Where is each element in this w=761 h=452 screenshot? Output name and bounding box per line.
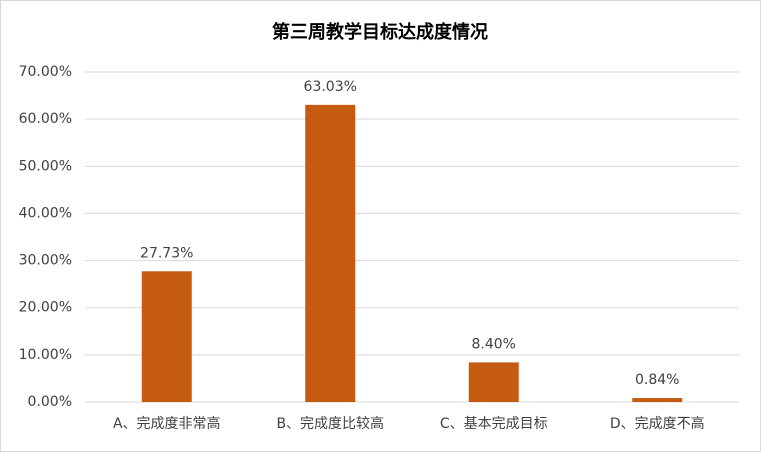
y-tick-label: 50.00%: [19, 158, 72, 174]
data-label: 63.03%: [304, 79, 357, 95]
x-tick-label: A、完成度非常高: [113, 415, 221, 432]
bar: [305, 104, 356, 402]
y-tick-label: 60.00%: [19, 111, 72, 127]
x-tick-label: B、完成度比较高: [276, 415, 384, 432]
y-tick-label: 30.00%: [19, 253, 72, 269]
data-label: 27.73%: [140, 245, 193, 261]
x-tick-label: D、完成度不高: [610, 415, 705, 432]
y-tick-label: 20.00%: [19, 300, 72, 316]
data-label: 0.84%: [635, 372, 679, 388]
y-tick-label: 70.00%: [19, 64, 72, 80]
chart-title: 第三周教学目标达成度情况: [272, 21, 488, 43]
x-tick-label: C、基本完成目标: [440, 415, 548, 432]
y-tick-label: 40.00%: [19, 205, 72, 221]
data-label: 8.40%: [472, 336, 516, 352]
bar: [141, 271, 192, 402]
y-tick-label: 10.00%: [19, 347, 72, 363]
bar: [468, 362, 519, 402]
y-tick-label: 0.00%: [28, 394, 72, 410]
bar: [632, 398, 683, 402]
